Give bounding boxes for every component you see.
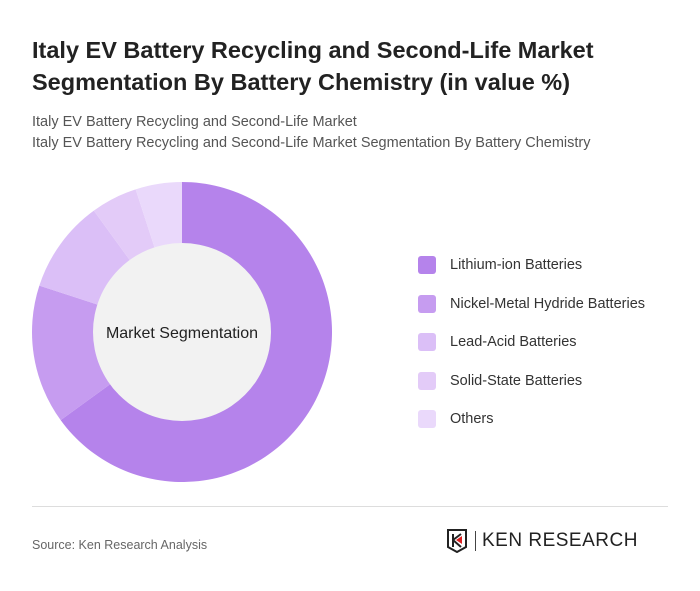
logo-shield-icon xyxy=(447,529,467,553)
legend-item: Solid-State Batteries xyxy=(418,362,645,401)
subtitle-segmentation: Italy EV Battery Recycling and Second-Li… xyxy=(32,135,591,151)
legend-item: Lead-Acid Batteries xyxy=(418,323,645,362)
legend-label: Lead-Acid Batteries xyxy=(450,334,577,351)
legend-label: Lithium-ion Batteries xyxy=(450,257,583,274)
legend-swatch xyxy=(418,294,436,313)
source-note: Source: Ken Research Analysis xyxy=(32,538,208,552)
legend-item: Nickel-Metal Hydride Batteries xyxy=(418,285,645,324)
subtitle-market: Italy EV Battery Recycling and Second-Li… xyxy=(32,114,357,130)
legend-label: Nickel-Metal Hydride Batteries xyxy=(450,295,646,312)
legend-swatch xyxy=(418,371,436,390)
legend-swatch xyxy=(418,410,436,429)
logo-text: KEN RESEARCH xyxy=(475,531,638,551)
divider xyxy=(32,506,668,507)
legend-swatch xyxy=(418,256,436,275)
legend-swatch xyxy=(418,333,436,352)
legend: Lithium-ion Batteries Nickel-Metal Hydrid… xyxy=(418,246,645,439)
legend-label: Others xyxy=(450,411,494,428)
legend-item: Lithium-ion Batteries xyxy=(418,246,645,285)
ken-research-logo: KEN RESEARCH xyxy=(447,529,638,553)
donut-hole xyxy=(93,243,271,421)
legend-item: Others xyxy=(418,400,645,439)
legend-label: Solid-State Batteries xyxy=(450,372,583,389)
chart-title: Italy EV Battery Recycling and Second-Li… xyxy=(32,37,594,95)
center-label: Market Segmentation xyxy=(106,325,258,342)
